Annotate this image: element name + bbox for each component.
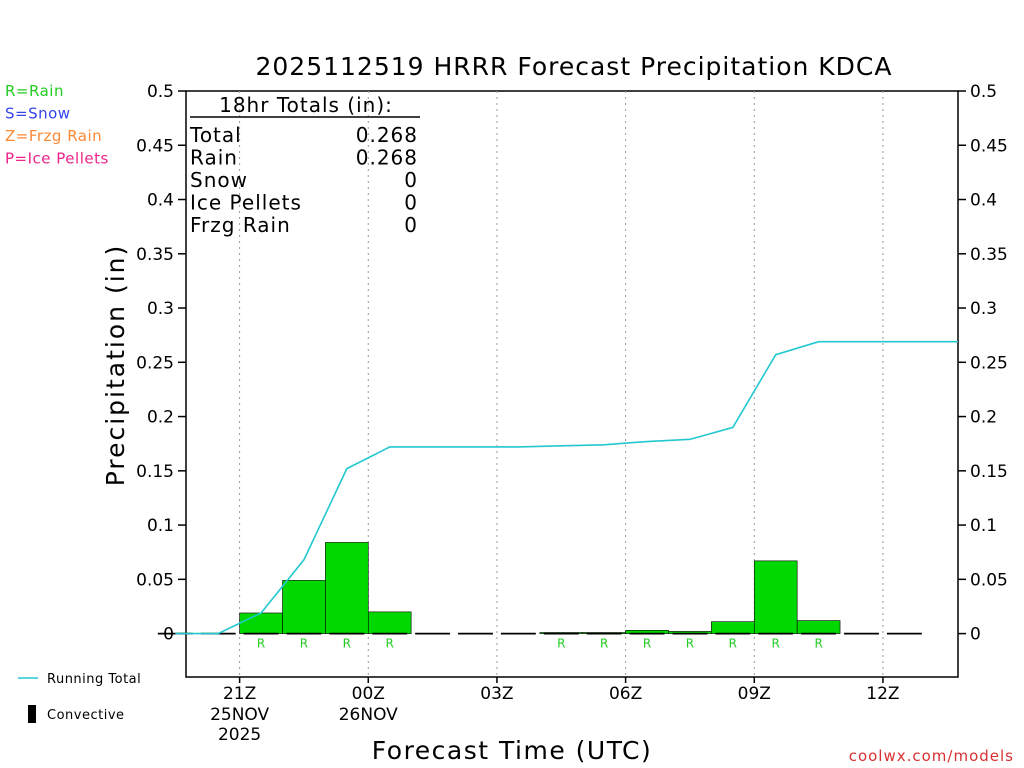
precip-type-letter: R: [814, 637, 822, 651]
type-legend-item: S=Snow: [5, 105, 71, 123]
y-tick-label: 0.5: [147, 82, 174, 102]
y-tick-label-right: 0.4: [970, 191, 997, 211]
precip-type-legend: R=Rain S=Snow Z=Frzg Rain P=Ice Pellets: [5, 82, 109, 168]
y-tick-label: 0.45: [136, 136, 174, 156]
y-tick-label-right: 0.45: [970, 136, 1008, 156]
y-tick-label-right: 0.2: [970, 408, 997, 428]
chart-title: 2025112519 HRRR Forecast Precipitation K…: [255, 52, 892, 81]
y-tick-label: 0.25: [136, 353, 174, 373]
type-legend-item: R=Rain: [5, 82, 64, 100]
totals-row-value: 0: [404, 191, 418, 215]
y-tick-label: 0.4: [147, 191, 174, 211]
totals-row-label: Rain: [190, 146, 238, 170]
y-axis-left: 0 0.05 0.1 0.15 0.2 0.25 0.3 0.35 0.4 0.45 0.5: [136, 82, 186, 645]
running-total-legend-label: Running Total: [47, 672, 141, 687]
y-tick-label-right: 0.1: [970, 516, 997, 536]
x-tick-date: 26NOV: [339, 705, 398, 725]
plot-frame: [185, 90, 959, 678]
x-tick-label: 00Z: [352, 684, 385, 704]
y-tick-label: 0.3: [147, 299, 174, 319]
bottom-legend: Running Total Convective: [18, 672, 141, 723]
totals-heading: 18hr Totals (in):: [219, 93, 393, 117]
totals-row-label: Total: [189, 123, 242, 147]
precip-bar: [753, 560, 798, 634]
y-tick-label-right: 0.3: [970, 299, 997, 319]
y-tick-label-right: 0.35: [970, 245, 1008, 265]
totals-row-value: 0: [404, 213, 418, 237]
precip-type-letter: R: [386, 637, 394, 651]
precip-bar: [711, 621, 755, 634]
totals-row-value: 0.268: [356, 123, 418, 147]
watermark: coolwx.com/models: [849, 747, 1014, 765]
y-axis-label: Precipitation (in): [101, 244, 130, 487]
type-legend-item: P=Ice Pellets: [5, 150, 109, 168]
running-total-line: [175, 340, 958, 635]
x-tick-label: 06Z: [609, 684, 642, 704]
precip-type-letter: R: [686, 637, 694, 651]
precip-type-letter: R: [600, 637, 608, 651]
y-tick-label: 0.1: [147, 516, 174, 536]
totals-row-label: Ice Pellets: [190, 191, 302, 215]
precip-type-letter: R: [343, 637, 351, 651]
y-tick-label: 0.35: [136, 245, 174, 265]
y-axis-right: 0 0.05 0.1 0.15 0.2 0.25 0.3 0.35 0.4 0.45 0.5: [958, 82, 1008, 645]
x-axis-label: Forecast Time (UTC): [372, 736, 652, 765]
precip-bar: [325, 542, 369, 634]
convective-legend-label: Convective: [47, 708, 125, 723]
precip-type-letter: R: [643, 637, 651, 651]
x-tick-year: 2025: [218, 725, 261, 745]
precip-bar: [239, 612, 283, 634]
totals-row-value: 0.268: [356, 146, 418, 170]
y-tick-label: 0.05: [136, 570, 174, 590]
precip-type-letter: R: [257, 637, 265, 651]
hourly-precip-bars: [239, 542, 841, 634]
precip-type-letter: R: [772, 637, 780, 651]
totals-box: 18hr Totals (in): Total 0.268 Rain 0.268 Sno…: [189, 93, 420, 237]
running-total-line-group: [175, 340, 958, 635]
precip-bar: [282, 580, 326, 634]
convective-legend-swatch: [28, 705, 36, 723]
y-tick-label-right: 0.05: [970, 570, 1008, 590]
y-tick-label-right: 0.5: [970, 82, 997, 102]
type-legend-item: Z=Frzg Rain: [5, 127, 102, 145]
y-tick-label-right: 0.15: [970, 462, 1008, 482]
totals-row-value: 0: [404, 168, 418, 192]
precip-bar: [796, 620, 841, 634]
y-tick-label: 0.2: [147, 408, 174, 428]
x-tick-date: 25NOV: [210, 705, 269, 725]
precip-type-letter: R: [300, 637, 308, 651]
x-tick-label: 09Z: [738, 684, 771, 704]
vertical-grid: [239, 91, 884, 677]
x-tick-label: 03Z: [480, 684, 513, 704]
precip-type-letter: R: [729, 637, 737, 651]
y-tick-label: 0.15: [136, 462, 174, 482]
totals-row-label: Snow: [190, 168, 248, 192]
y-tick-label-right: 0.25: [970, 353, 1008, 373]
y-tick-label-right: 0: [970, 625, 981, 645]
y-tick-label: 0: [163, 625, 174, 645]
totals-row-label: Frzg Rain: [190, 213, 291, 237]
x-tick-label: 21Z: [223, 684, 256, 704]
precip-type-letter: R: [557, 637, 565, 651]
x-tick-label: 12Z: [866, 684, 899, 704]
precip-bar: [367, 611, 412, 634]
